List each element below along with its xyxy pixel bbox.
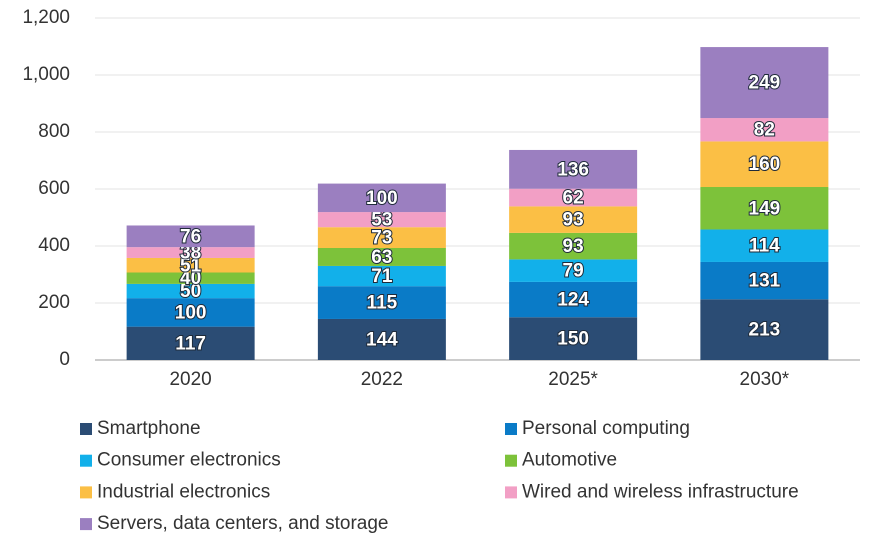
bar-segment — [126, 272, 255, 284]
legend-swatch — [505, 423, 517, 435]
data-label: 63 — [371, 247, 392, 268]
bar-segment — [700, 299, 829, 360]
data-label: 149 — [749, 198, 781, 219]
data-label: 93 — [563, 236, 584, 257]
data-label: 100 — [175, 302, 207, 323]
bar-segment — [317, 247, 446, 266]
data-label: 114 — [749, 236, 780, 257]
data-label: 160 — [749, 154, 781, 175]
data-label: 115 — [367, 293, 398, 314]
bar-segment — [700, 229, 829, 262]
bar-segment — [317, 318, 446, 360]
x-tick-label: 2022 — [361, 369, 403, 390]
legend-label: Industrial electronics — [97, 481, 270, 502]
bar-segment — [700, 141, 829, 188]
bar-segment — [126, 283, 255, 299]
legend-label: Wired and wireless infrastructure — [522, 481, 799, 502]
bar-segment — [509, 232, 638, 260]
bar-segment — [126, 225, 255, 248]
bar-segment — [317, 265, 446, 287]
legend-swatch — [80, 486, 92, 499]
legend-swatch — [505, 454, 517, 467]
bar-segment — [509, 149, 638, 189]
data-label: 150 — [557, 329, 589, 350]
bar-segment — [509, 188, 638, 207]
data-label: 53 — [371, 210, 392, 231]
data-label: 144 — [366, 329, 398, 350]
data-label: 249 — [749, 73, 781, 94]
legend-label: Servers, data centers, and storage — [97, 513, 389, 534]
bar-segment — [126, 326, 255, 360]
data-label: 79 — [563, 261, 584, 282]
bar-segment — [700, 118, 829, 142]
bar-segment — [317, 183, 446, 213]
data-label: 93 — [563, 210, 584, 231]
data-label: 40 — [180, 268, 201, 289]
data-label: 100 — [366, 188, 398, 209]
bar-segment — [317, 212, 446, 228]
data-label: 76 — [180, 226, 201, 247]
x-tick-label: 2030* — [740, 369, 790, 390]
y-tick-label: 400 — [38, 235, 70, 256]
data-label: 117 — [175, 333, 206, 354]
y-tick-label: 1,200 — [22, 7, 70, 28]
data-label: 82 — [754, 120, 775, 141]
bar-segment — [317, 286, 446, 319]
y-tick-label: 0 — [59, 349, 70, 370]
data-label: 131 — [749, 271, 781, 292]
data-label: 62 — [563, 188, 584, 209]
bar-segment — [700, 261, 829, 300]
bar-segment — [509, 259, 638, 282]
legend-swatch — [80, 518, 92, 531]
data-label: 73 — [371, 228, 392, 249]
legend-label: Consumer electronics — [97, 450, 281, 471]
x-tick-label: 2020 — [169, 369, 211, 390]
data-label: 213 — [749, 320, 781, 341]
data-label: 71 — [371, 266, 393, 287]
y-tick-label: 1,000 — [22, 64, 70, 85]
bar-segment — [317, 227, 446, 248]
bar-segment — [126, 247, 255, 258]
bar-segment — [126, 257, 255, 273]
legend-label: Smartphone — [97, 418, 201, 439]
data-label: 136 — [557, 159, 589, 180]
bar-segment — [126, 298, 255, 327]
legend-swatch — [80, 454, 92, 467]
bar-segment — [509, 317, 638, 360]
x-tick-label: 2025* — [548, 369, 598, 390]
data-label: 50 — [180, 281, 201, 302]
data-label: 38 — [180, 243, 201, 264]
data-label: 124 — [557, 290, 589, 311]
legend-swatch — [505, 486, 517, 499]
y-tick-label: 600 — [38, 178, 70, 199]
y-tick-label: 800 — [38, 121, 70, 142]
data-label: 51 — [180, 255, 202, 276]
bar-segment — [509, 206, 638, 233]
bar-segment — [700, 47, 829, 119]
bar-segment — [700, 187, 829, 230]
legend-swatch — [80, 423, 92, 435]
legend-label: Automotive — [522, 450, 617, 471]
legend-label: Personal computing — [522, 418, 690, 439]
y-tick-label: 200 — [38, 292, 70, 313]
bar-segment — [509, 281, 638, 318]
